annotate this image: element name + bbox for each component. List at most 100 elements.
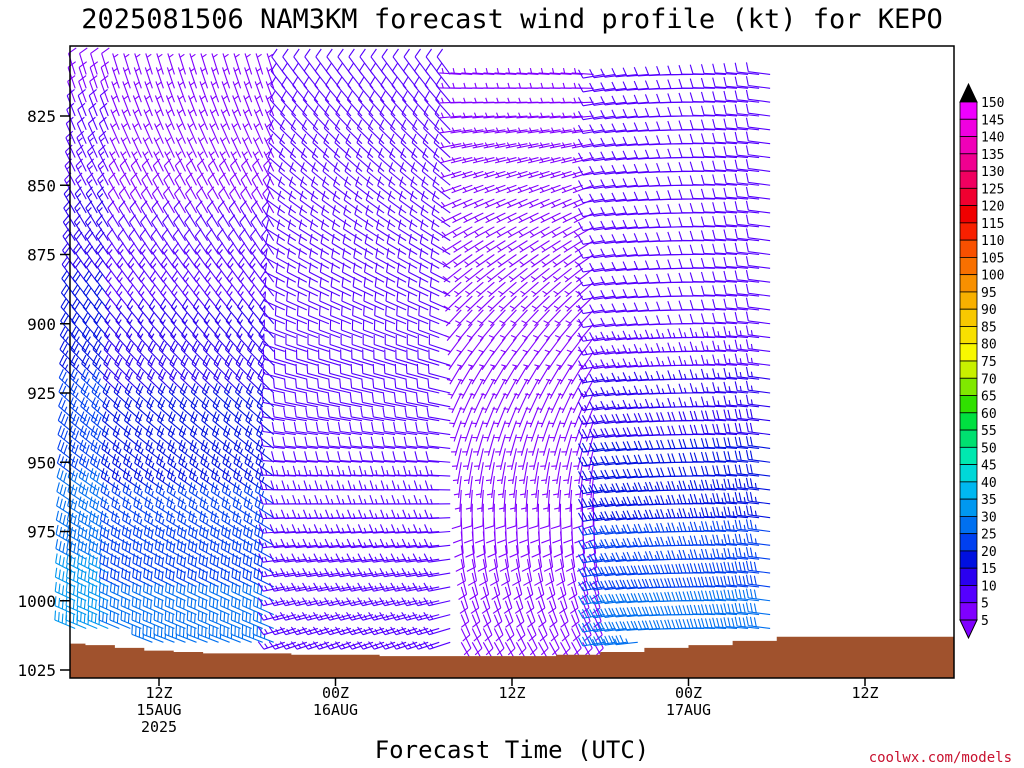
wind-barb xyxy=(132,109,142,131)
colorbar-swatch xyxy=(959,377,978,396)
x-tick-label: 00Z xyxy=(322,684,349,702)
wind-barb xyxy=(102,383,120,408)
wind-barb xyxy=(170,298,186,325)
wind-barb xyxy=(136,340,153,366)
wind-barb xyxy=(249,242,264,269)
wind-barb xyxy=(133,81,142,103)
colorbar-label: 85 xyxy=(981,320,997,335)
wind-barb xyxy=(229,186,242,214)
wind-barb xyxy=(175,596,197,616)
wind-barb xyxy=(82,298,98,325)
wind-barb xyxy=(203,326,219,352)
wind-barb xyxy=(164,610,186,629)
wind-barb xyxy=(162,200,175,228)
wind-barb xyxy=(208,596,230,616)
wind-barb xyxy=(165,123,175,144)
wind-barb xyxy=(106,228,120,255)
wind-barb xyxy=(170,312,186,338)
wind-barb xyxy=(189,425,208,449)
wind-barb xyxy=(206,200,220,228)
wind-barb xyxy=(234,383,253,408)
wind-barb xyxy=(260,422,285,436)
wind-barb xyxy=(118,200,131,228)
wind-barb xyxy=(261,392,285,408)
wind-barb xyxy=(220,567,241,588)
wind-barb xyxy=(134,453,153,477)
colorbar-label: 75 xyxy=(981,355,997,370)
wind-barb xyxy=(114,340,131,366)
wind-barb xyxy=(197,596,219,616)
wind-barb xyxy=(189,53,198,75)
wind-barb xyxy=(99,539,120,560)
wind-barb xyxy=(113,368,131,394)
wind-barb xyxy=(268,119,286,145)
wind-barb xyxy=(265,219,286,242)
wind-barb xyxy=(189,439,208,463)
wind-barb xyxy=(164,151,175,172)
wind-barb xyxy=(165,553,186,574)
wind-barb xyxy=(112,439,131,463)
wind-barb xyxy=(197,137,209,158)
colorbar-label: 45 xyxy=(981,459,997,474)
wind-barb xyxy=(123,453,142,477)
wind-barb xyxy=(178,453,197,477)
wind-barb xyxy=(214,298,231,325)
wind-barb xyxy=(252,610,274,629)
wind-barb xyxy=(89,453,109,477)
colorbar-label: 40 xyxy=(981,476,997,491)
wind-barb xyxy=(110,109,120,131)
wind-barb xyxy=(186,596,208,616)
colorbar-label: 100 xyxy=(981,269,1004,284)
wind-barb xyxy=(162,186,175,214)
wind-barb xyxy=(270,62,286,89)
wind-barb xyxy=(134,53,142,75)
wind-barb xyxy=(150,242,164,269)
wind-barb xyxy=(136,354,153,380)
wind-barb xyxy=(143,123,153,144)
wind-barb xyxy=(56,468,76,491)
wind-barb xyxy=(262,186,275,214)
wind-barb xyxy=(140,186,153,214)
wind-barb xyxy=(57,439,76,463)
wind-barb xyxy=(266,190,286,214)
wind-barb xyxy=(97,172,109,200)
wind-barb xyxy=(113,383,131,408)
wind-barb xyxy=(85,200,98,228)
wind-barb xyxy=(250,228,264,255)
wind-barb xyxy=(187,567,208,588)
wind-barb xyxy=(158,340,175,366)
colorbar-label: 5 xyxy=(981,597,989,612)
wind-barb xyxy=(57,411,76,435)
wind-barb xyxy=(109,123,120,144)
wind-barb xyxy=(112,425,131,449)
wind-barb xyxy=(70,354,87,380)
wind-barb xyxy=(143,95,153,117)
wind-barb xyxy=(196,172,209,200)
wind-barb xyxy=(222,468,241,491)
wind-barb xyxy=(120,137,131,158)
wind-barb xyxy=(132,553,153,574)
wind-barb xyxy=(120,151,131,172)
wind-barb xyxy=(84,228,98,255)
wind-barb xyxy=(108,172,120,200)
wind-barb xyxy=(245,383,264,408)
wind-barb xyxy=(219,610,241,629)
wind-barb xyxy=(157,383,175,408)
wind-barb xyxy=(91,383,109,408)
wind-barb xyxy=(175,610,197,629)
wind-barb xyxy=(218,172,231,200)
wind-barb xyxy=(132,567,153,588)
wind-barb xyxy=(181,298,197,325)
x-tick-label: 15AUG xyxy=(136,701,181,719)
wind-barb xyxy=(241,610,263,629)
wind-barb xyxy=(247,312,264,338)
wind-barb xyxy=(134,425,153,449)
wind-barb xyxy=(223,397,241,422)
wind-barb xyxy=(210,95,220,117)
colorbar-swatch xyxy=(959,533,978,552)
wind-barb xyxy=(142,151,153,172)
wind-barb xyxy=(211,453,230,477)
wind-barb xyxy=(244,439,264,463)
colorbar-swatch xyxy=(959,170,978,189)
y-tick-label: 950 xyxy=(27,453,56,472)
